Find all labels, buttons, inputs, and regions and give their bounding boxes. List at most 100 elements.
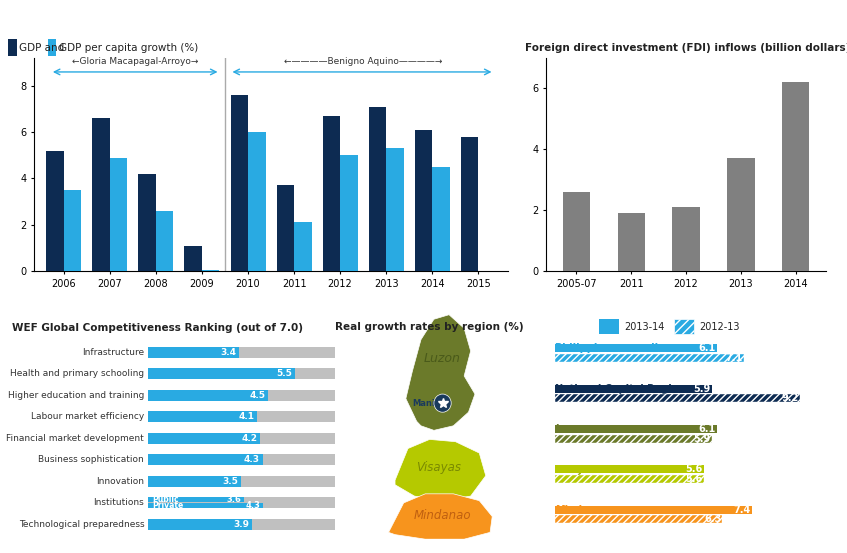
Text: 5.6: 5.6 <box>685 465 702 474</box>
Text: GDP per capita growth (%): GDP per capita growth (%) <box>58 43 198 53</box>
Bar <box>673 207 700 271</box>
Bar <box>782 82 810 271</box>
Bar <box>148 497 244 502</box>
Text: Higher education and training: Higher education and training <box>8 391 144 400</box>
Text: ←Gloria Macapagal-Arroyo→: ←Gloria Macapagal-Arroyo→ <box>72 57 198 66</box>
Polygon shape <box>389 494 492 539</box>
Text: 4.5: 4.5 <box>249 391 265 400</box>
Text: 5.5: 5.5 <box>276 369 292 378</box>
Bar <box>600 320 619 334</box>
Text: ←————Benigno Aquino————→: ←————Benigno Aquino————→ <box>284 57 442 66</box>
Text: 9.2: 9.2 <box>781 393 799 403</box>
Text: 3.9: 3.9 <box>234 520 249 529</box>
Text: 5.6: 5.6 <box>685 474 702 484</box>
Bar <box>185 246 202 271</box>
Bar <box>386 148 404 271</box>
Text: Luzon: Luzon <box>424 352 461 366</box>
Bar <box>64 190 81 271</box>
Text: 2012-13: 2012-13 <box>700 322 740 332</box>
Text: Public: Public <box>152 495 179 504</box>
Bar <box>555 345 717 352</box>
Text: Mindanao: Mindanao <box>555 505 608 515</box>
Bar <box>148 476 241 487</box>
Text: Foreign direct investment (FDI) inflows (billion dollars): Foreign direct investment (FDI) inflows … <box>525 43 847 53</box>
Text: Labour market efficiency: Labour market efficiency <box>31 413 144 421</box>
Bar <box>138 174 156 271</box>
Bar <box>148 432 260 444</box>
Bar <box>674 320 695 334</box>
Bar <box>148 476 335 487</box>
Bar <box>555 515 722 523</box>
Bar <box>555 354 744 362</box>
Bar <box>148 347 239 358</box>
Text: WEF Global Competitiveness Ranking (out of 7.0): WEF Global Competitiveness Ranking (out … <box>12 323 302 333</box>
Bar <box>156 211 174 271</box>
Bar <box>555 475 704 483</box>
Text: Institutions: Institutions <box>93 498 144 507</box>
Bar <box>555 506 752 514</box>
Bar <box>110 158 127 271</box>
Bar <box>48 39 57 56</box>
Text: 7.1: 7.1 <box>725 353 743 363</box>
Bar <box>432 167 450 271</box>
Text: 7.4: 7.4 <box>734 505 750 515</box>
Bar <box>555 385 711 393</box>
Bar <box>202 270 219 271</box>
Bar <box>415 130 432 271</box>
Text: Manila: Manila <box>412 399 444 408</box>
Text: 6.1: 6.1 <box>699 424 716 434</box>
Polygon shape <box>395 440 486 500</box>
Text: Philippines overall: Philippines overall <box>555 343 658 353</box>
Text: 2013-14: 2013-14 <box>624 322 665 332</box>
Text: Visayas: Visayas <box>416 461 461 474</box>
Bar <box>555 394 800 402</box>
Bar <box>148 368 335 379</box>
Text: 5.9: 5.9 <box>693 434 711 444</box>
Text: Real growth rates by region (%): Real growth rates by region (%) <box>335 322 523 332</box>
Text: Financial market development: Financial market development <box>7 434 144 443</box>
Bar <box>461 137 479 271</box>
Bar <box>148 503 263 508</box>
Text: 6.1: 6.1 <box>699 343 716 353</box>
Text: 4.1: 4.1 <box>239 413 255 421</box>
Bar <box>555 466 704 473</box>
Bar <box>148 411 335 422</box>
Bar <box>148 503 335 508</box>
Bar <box>148 347 335 358</box>
Text: National Capital Region: National Capital Region <box>555 384 685 394</box>
Text: 3.6: 3.6 <box>226 495 241 504</box>
Text: Luzon: Luzon <box>555 424 587 434</box>
Text: GDP and: GDP and <box>19 43 64 53</box>
Bar <box>368 107 386 271</box>
Bar <box>277 185 294 271</box>
Bar <box>323 116 340 271</box>
Bar <box>294 222 312 271</box>
Bar <box>148 454 335 465</box>
Bar <box>148 497 335 502</box>
Bar <box>148 454 263 465</box>
Text: 6.3: 6.3 <box>704 514 721 524</box>
Bar <box>230 95 248 271</box>
Text: 3.5: 3.5 <box>223 477 239 486</box>
Text: The former Benigno Aquino administration achieved some national development succ: The former Benigno Aquino administration… <box>7 12 646 25</box>
Text: Mindanao: Mindanao <box>413 509 472 522</box>
Text: Infrastructure: Infrastructure <box>82 348 144 357</box>
Bar <box>47 150 64 271</box>
Bar <box>148 497 335 508</box>
Text: Visayas: Visayas <box>555 465 596 474</box>
Bar <box>340 155 357 271</box>
Bar <box>562 192 590 271</box>
Bar <box>148 390 335 401</box>
Bar <box>148 519 252 530</box>
Bar <box>248 132 265 271</box>
Bar <box>617 213 645 271</box>
Text: 4.3: 4.3 <box>244 455 260 464</box>
Circle shape <box>434 394 451 412</box>
Text: ...but much work remains to secure the Philippines' competitiveness in ASEAN and: ...but much work remains to secure the P… <box>7 299 723 309</box>
Text: Innovation: Innovation <box>97 477 144 486</box>
Text: 5.9: 5.9 <box>693 384 711 394</box>
Text: Business sophistication: Business sophistication <box>38 455 144 464</box>
Bar <box>555 425 717 433</box>
Bar <box>8 39 17 56</box>
Bar <box>148 411 257 422</box>
